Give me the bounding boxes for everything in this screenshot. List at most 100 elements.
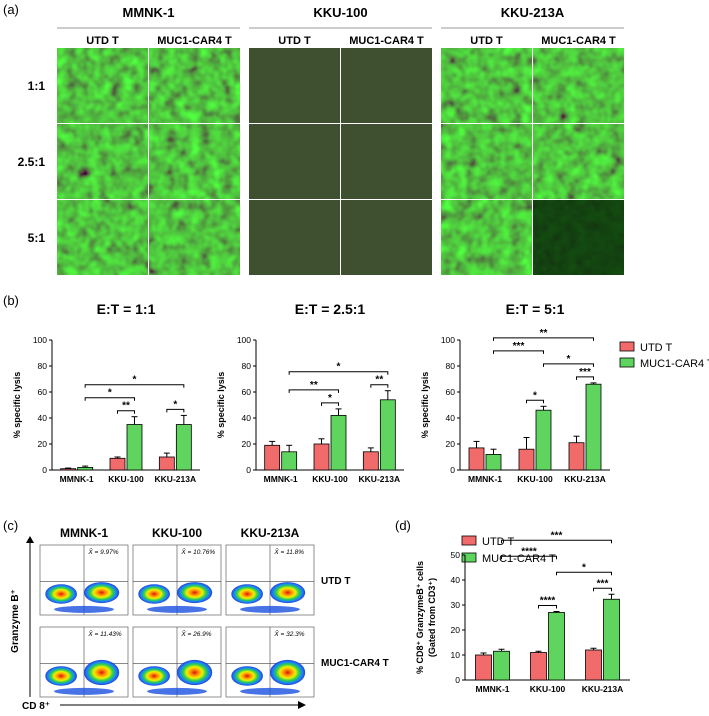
bar-chart-2: E:T = 5:1 0 20 40 60 80 100 % specific lysis MMN…	[420, 301, 610, 484]
y-tick-label: 60	[38, 387, 48, 397]
significance-bracket	[543, 363, 594, 367]
x-tick-label: MMNK-1	[468, 474, 502, 484]
y-tick-label: 100	[237, 335, 251, 345]
legend-swatch-car-d	[461, 552, 477, 563]
significance-label: *	[533, 390, 537, 401]
y-tick-label: 40	[446, 413, 456, 423]
micrograph-image	[341, 48, 432, 123]
significance-label: *	[133, 375, 137, 386]
legend-swatch-utd	[619, 341, 635, 352]
micrograph-image	[249, 200, 340, 275]
micrograph-image	[149, 48, 240, 123]
significance-bracket	[493, 350, 544, 354]
bar	[548, 612, 565, 681]
y-tick-label: 40	[451, 575, 461, 585]
significance-bracket	[84, 397, 135, 401]
significance-label: ****	[521, 546, 537, 557]
y-tick-label: 20	[446, 439, 456, 449]
significance-bracket	[493, 337, 594, 341]
significance-label: ***	[551, 530, 563, 541]
significance-bracket	[526, 399, 544, 404]
y-tick-label: 30	[451, 600, 461, 610]
x-tick-label: KKU-100	[312, 474, 348, 484]
flow-mean-value: X̄ = 26.9%	[180, 630, 211, 638]
density-baseline	[147, 687, 207, 695]
bar	[126, 424, 143, 471]
bar	[530, 652, 547, 681]
micrograph-image	[57, 124, 148, 199]
density-cluster	[138, 666, 170, 686]
condition-header: UTD T	[278, 35, 311, 47]
significance-bracket	[556, 571, 612, 576]
significance-label: **	[310, 380, 318, 391]
y-tick-label: 20	[38, 439, 48, 449]
x-tick-label: KKU-213A	[564, 474, 606, 484]
bar-chart-0: E:T = 1:1 0 20 40 60 80 100 % specific lysis MMN…	[12, 301, 200, 484]
condition-header: UTD T	[86, 35, 119, 47]
micrograph-image	[533, 124, 624, 199]
bar	[475, 654, 492, 681]
significance-label: ****	[540, 596, 556, 607]
y-axis-label: % CD8⁺ GranzymeB⁺ cells	[415, 561, 425, 674]
bar	[175, 424, 192, 471]
cell-line-header: MMNK-1	[123, 5, 175, 20]
x-tick-label: KKU-100	[108, 474, 144, 484]
y-axis-label: % specific lysis	[420, 372, 430, 439]
micrograph-image	[341, 200, 432, 275]
x-tick-label: MMNK-1	[264, 474, 298, 484]
condition-header: MUC1-CAR4 T	[541, 35, 616, 47]
bar	[603, 598, 620, 681]
significance-label: **	[540, 328, 548, 339]
condition-header: MUC1-CAR4 T	[349, 35, 424, 47]
panel-d-granzyme-chart: 0 10 20 30 40 50 % CD8⁺ GranzymeB⁺ cells (Gated…	[415, 530, 630, 694]
significance-label: *	[582, 562, 586, 573]
significance-bracket	[84, 384, 185, 388]
flow-column-header: KKU-213A	[241, 526, 300, 540]
y-tick-label: 80	[38, 361, 48, 371]
bar	[158, 456, 175, 471]
x-tick-label: MMNK-1	[60, 474, 94, 484]
bar	[330, 414, 347, 471]
micrograph-image	[441, 48, 532, 123]
y-tick-label: 0	[455, 675, 460, 685]
density-cluster	[231, 584, 263, 604]
y-tick-label: 100	[441, 335, 455, 345]
y-tick-label: 60	[446, 387, 456, 397]
significance-label: *	[337, 362, 341, 373]
density-baseline	[240, 605, 300, 613]
bar	[379, 399, 396, 471]
bar	[568, 442, 585, 471]
significance-label: *	[567, 354, 571, 365]
micrograph-image	[533, 48, 624, 123]
flow-column-header: KKU-100	[152, 526, 202, 540]
density-cluster	[231, 666, 263, 686]
legend-swatch-car	[619, 357, 635, 368]
significance-bracket	[593, 587, 612, 592]
micrograph-image	[57, 48, 148, 123]
significance-bracket	[370, 384, 389, 388]
y-tick-label: 20	[451, 625, 461, 635]
legend-label-utd: UTD T	[640, 342, 672, 354]
density-baseline	[54, 687, 114, 695]
bar	[362, 451, 379, 471]
significance-bracket	[321, 402, 339, 406]
flow-column-header: MMNK-1	[60, 526, 108, 540]
cell-line-header: KKU-213A	[501, 5, 565, 20]
flow-mean-value: X̄ = 11.8%	[273, 548, 304, 556]
flow-row-label: MUC1-CAR4 T	[321, 658, 389, 669]
y-tick-label: 60	[242, 387, 252, 397]
x-arrowhead	[298, 701, 306, 709]
micrograph-image	[533, 200, 624, 275]
ratio-label: 1:1	[28, 79, 46, 93]
significance-label: *	[108, 388, 112, 399]
x-tick-label: KKU-213A	[359, 474, 401, 484]
density-cluster	[84, 582, 120, 604]
bar	[535, 409, 552, 471]
x-tick-label: KKU-213A	[155, 474, 197, 484]
bar	[585, 649, 602, 681]
significance-bracket	[501, 539, 612, 544]
density-cluster	[270, 659, 306, 686]
y-tick-label: 50	[451, 550, 461, 560]
chart-title: E:T = 2.5:1	[295, 301, 366, 317]
y-tick-label: 10	[451, 650, 461, 660]
